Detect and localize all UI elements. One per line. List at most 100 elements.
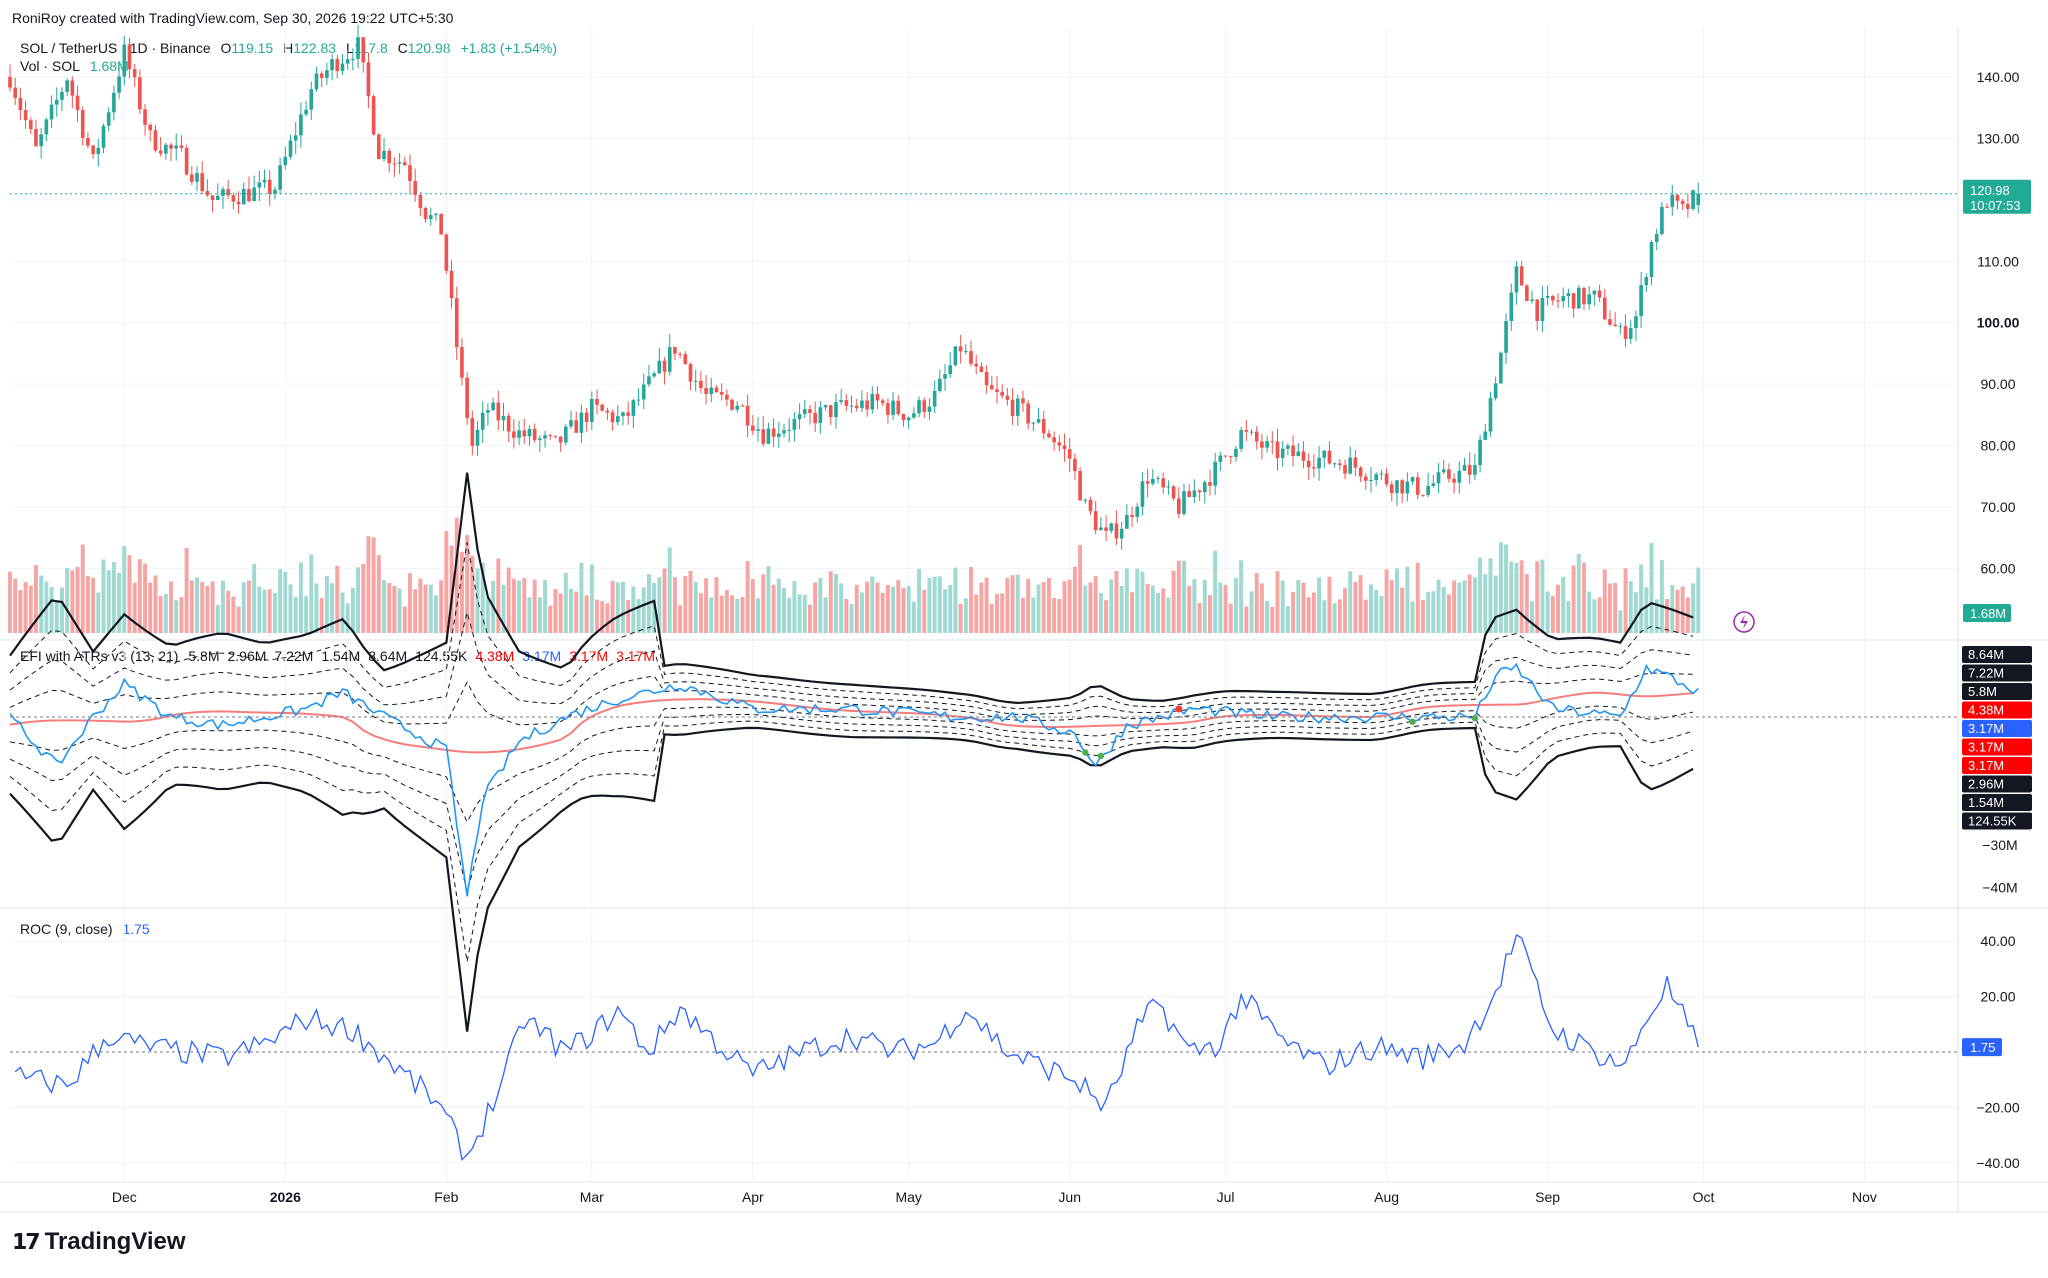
volume-bar (1270, 606, 1275, 633)
candle-body (1202, 482, 1207, 493)
candle-body (1670, 194, 1675, 207)
candle-body (979, 366, 984, 373)
candle-body (1680, 200, 1685, 205)
efi-value: 3.17M (522, 648, 562, 664)
volume-bar (413, 589, 418, 633)
candle-body (610, 412, 615, 423)
volume-bar (1249, 591, 1254, 633)
candle-body (267, 179, 272, 194)
efi-value-tag-text: 5.8M (1968, 684, 1997, 699)
candle-body (678, 353, 682, 355)
candle-body (891, 400, 895, 415)
candle-body (480, 412, 485, 430)
volume-bar (698, 593, 703, 633)
volume-bar (1259, 583, 1264, 633)
efi-ma-line (9, 691, 1694, 754)
volume-bar (1613, 582, 1618, 633)
volume-bar (1374, 589, 1379, 633)
volume-bar (1519, 560, 1524, 633)
candle-body (579, 412, 584, 433)
candle-body (60, 91, 64, 100)
candle-body (1338, 463, 1342, 466)
volume-bar (1223, 584, 1228, 633)
volume-bar (1265, 600, 1270, 633)
candle-body (1441, 469, 1446, 473)
brand[interactable]: 𝟭𝟳 TradingView (12, 1228, 186, 1256)
candle-body (366, 62, 371, 97)
volume-bar (1524, 573, 1529, 633)
candle-body (122, 44, 127, 77)
volume-bar (1166, 597, 1171, 633)
price-legend[interactable]: SOL / TetherUS · 1D · Binance O119.15 H1… (20, 40, 569, 56)
volume-bar (1509, 561, 1514, 633)
symbol-label[interactable]: SOL / TetherUS · 1D · Binance (20, 40, 211, 56)
candle-body (1052, 437, 1056, 443)
candle-body (465, 377, 469, 419)
candle-body (1228, 456, 1233, 458)
volume-bar (397, 588, 402, 633)
volume-bar (1420, 599, 1425, 633)
high-label: H (283, 40, 294, 56)
candle-body (428, 215, 433, 220)
candle-body (553, 435, 558, 437)
candle-body (382, 150, 386, 160)
candle-body (200, 173, 205, 192)
volume-bar (433, 595, 438, 633)
candle-body (1244, 430, 1249, 432)
volume-bar (958, 603, 963, 633)
candle-body (704, 388, 708, 395)
candle-body (1234, 448, 1238, 457)
efi-value-tag-text: 124.55K (1968, 814, 2017, 829)
volume-bar (1436, 579, 1441, 633)
volume-bar (901, 587, 906, 633)
volume-bar (221, 580, 225, 633)
volume-bar (1535, 561, 1540, 633)
volume-bar (236, 606, 241, 633)
volume-bar (927, 577, 932, 633)
volume-bar (704, 578, 709, 633)
candle-body (273, 189, 277, 194)
volume-bar (1062, 581, 1067, 633)
candle-body (1467, 465, 1472, 475)
volume-bar (1197, 602, 1202, 633)
roc-legend[interactable]: ROC (9, close) 1.75 (20, 921, 156, 937)
volume-bar (485, 598, 490, 633)
volume-bar (771, 584, 776, 633)
candle-body (751, 425, 755, 431)
candle-body (745, 405, 750, 426)
volume-bar (1545, 591, 1550, 633)
volume-bar (615, 582, 620, 633)
candle-body (854, 405, 859, 409)
candle-body (984, 372, 989, 386)
atr-inner-band (9, 672, 1694, 726)
last-price-text: 120.98 (1970, 183, 2010, 198)
candle-body (600, 404, 605, 411)
volume-bar (865, 581, 870, 633)
efi-legend[interactable]: EFI with ATRs v3 (13, 21) 5.8M 2.96M 7.22M… (20, 648, 669, 664)
volume-bar (808, 604, 812, 633)
volume-bar (1540, 559, 1545, 633)
candle-body (1379, 473, 1384, 475)
candle-body (1021, 398, 1025, 404)
volume-bar (91, 577, 96, 633)
volume-bar (1020, 597, 1025, 633)
candle-body (548, 435, 553, 437)
candle-body (418, 194, 423, 208)
volume-bar (444, 530, 449, 633)
candle-body (1613, 324, 1617, 327)
candle-body (766, 428, 771, 444)
efi-value-tag (1962, 775, 2032, 793)
time-tick-label: Dec (112, 1189, 137, 1205)
volume-bar (1587, 591, 1592, 633)
candle-body (309, 89, 314, 110)
candle-body (314, 73, 319, 90)
volume-bar (189, 580, 194, 633)
candle-body (1473, 465, 1477, 475)
time-tick-label: Apr (742, 1189, 764, 1205)
volume-bar (1467, 574, 1472, 633)
candle-body (1249, 431, 1254, 433)
volume-bar (657, 577, 662, 633)
candle-body (1639, 285, 1643, 317)
volume-bar (1218, 582, 1223, 633)
